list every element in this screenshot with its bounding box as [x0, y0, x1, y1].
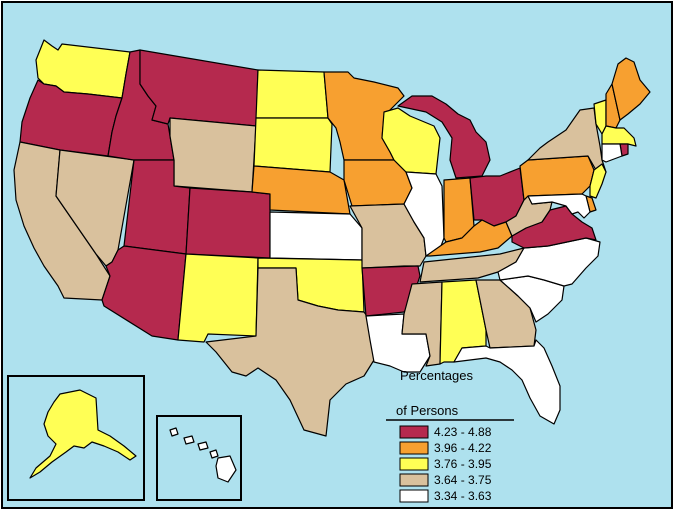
legend-label-4: 3.64 - 3.75: [434, 473, 492, 487]
state-maine: [611, 57, 651, 121]
legend-swatch-5: [399, 489, 429, 503]
state-hawaii: [169, 427, 237, 483]
alaska-inset-frame: [7, 375, 145, 501]
legend-swatch-3: [399, 457, 429, 471]
legend-swatches: [399, 425, 429, 503]
state-new-jersey: [589, 163, 607, 199]
hawaii-inset-frame: [156, 415, 242, 501]
state-new-hampshire: [605, 83, 621, 129]
state-layer: [13, 39, 651, 437]
state-texas: [205, 267, 375, 437]
state-kentucky: [425, 219, 513, 257]
state-pennsylvania: [519, 155, 595, 201]
legend-swatch-1: [399, 425, 429, 439]
state-alaska: [29, 389, 137, 479]
legend-label-1: 4.23 - 4.88: [434, 425, 492, 439]
state-colorado: [185, 187, 271, 259]
state-maryland: [527, 193, 591, 219]
state-connecticut: [601, 143, 623, 163]
state-nebraska: [251, 165, 351, 215]
state-florida: [453, 339, 561, 425]
legend-title-line1: Percentages: [400, 368, 473, 383]
legend-swatch-2: [399, 441, 429, 455]
legend-swatch-4: [399, 473, 429, 487]
state-michigan: [397, 95, 491, 179]
hawaii-inset: [156, 415, 242, 501]
state-kansas: [269, 211, 363, 261]
state-new-mexico: [177, 253, 259, 343]
state-wyoming: [169, 117, 257, 193]
legend-title-line2: of Persons: [396, 403, 459, 418]
alaska-inset: [7, 375, 145, 501]
legend-label-3: 3.76 - 3.95: [434, 457, 492, 471]
state-north-dakota: [255, 69, 329, 119]
legend-label-2: 3.96 - 4.22: [434, 441, 492, 455]
state-south-dakota: [253, 117, 333, 173]
legend: Percentages of Persons 4.23 - 4.88 3.96 …: [386, 368, 514, 503]
legend-label-5: 3.34 - 3.63: [434, 489, 492, 503]
